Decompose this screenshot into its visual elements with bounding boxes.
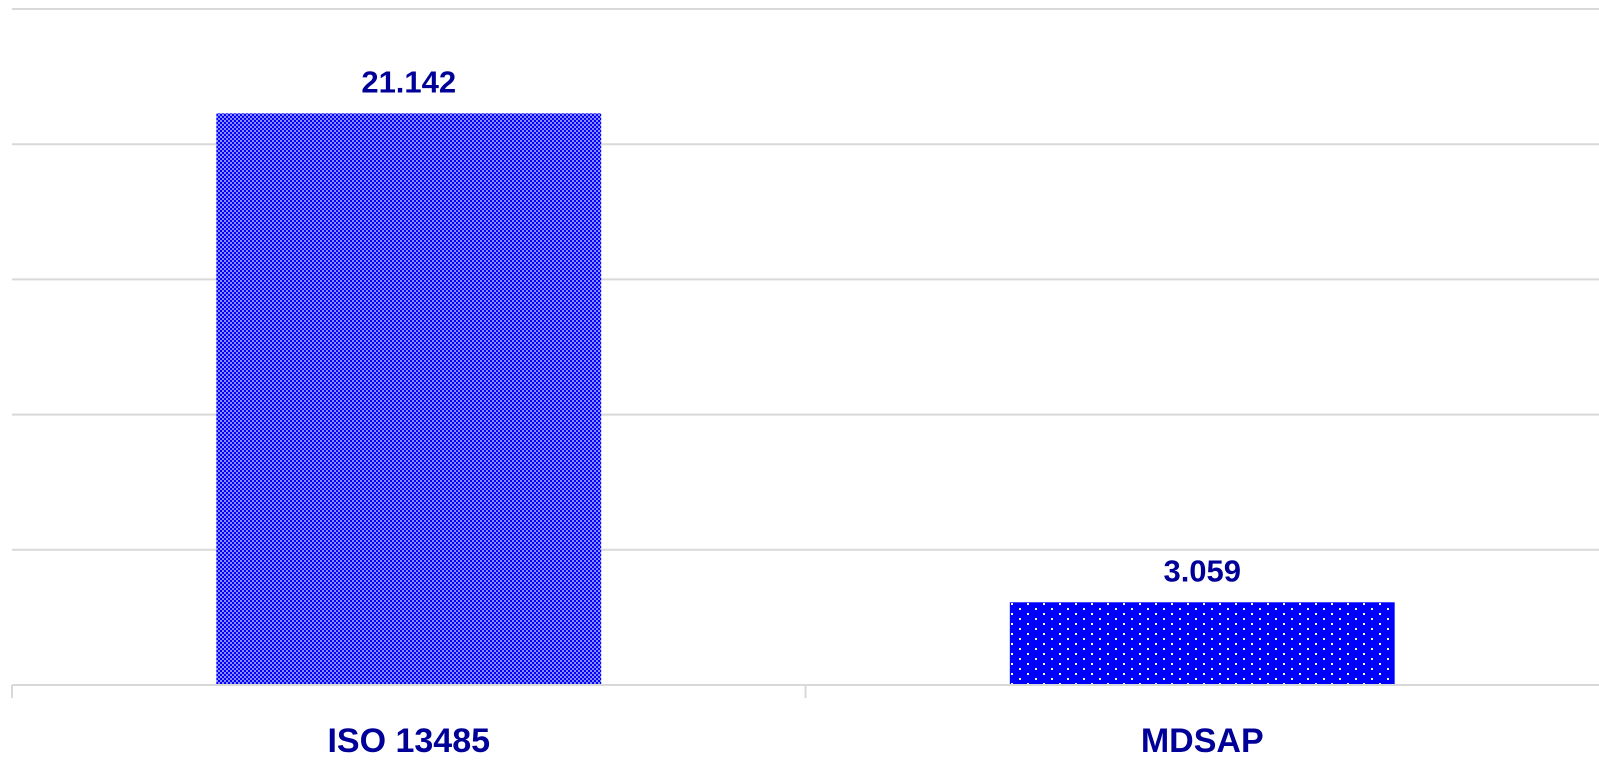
x-tick-label: ISO 13485	[327, 722, 490, 760]
data-label: 3.059	[1163, 553, 1241, 588]
x-tick-label: MDSAP	[1141, 722, 1264, 760]
bar-iso-13485	[216, 113, 602, 686]
data-label: 21.142	[361, 64, 456, 99]
bars	[216, 113, 1395, 686]
bar-mdsap	[1009, 602, 1395, 685]
data-labels: 21.142 ISO 13485 3.059 MDSAP	[327, 64, 1263, 760]
x-axis	[11, 684, 1599, 698]
